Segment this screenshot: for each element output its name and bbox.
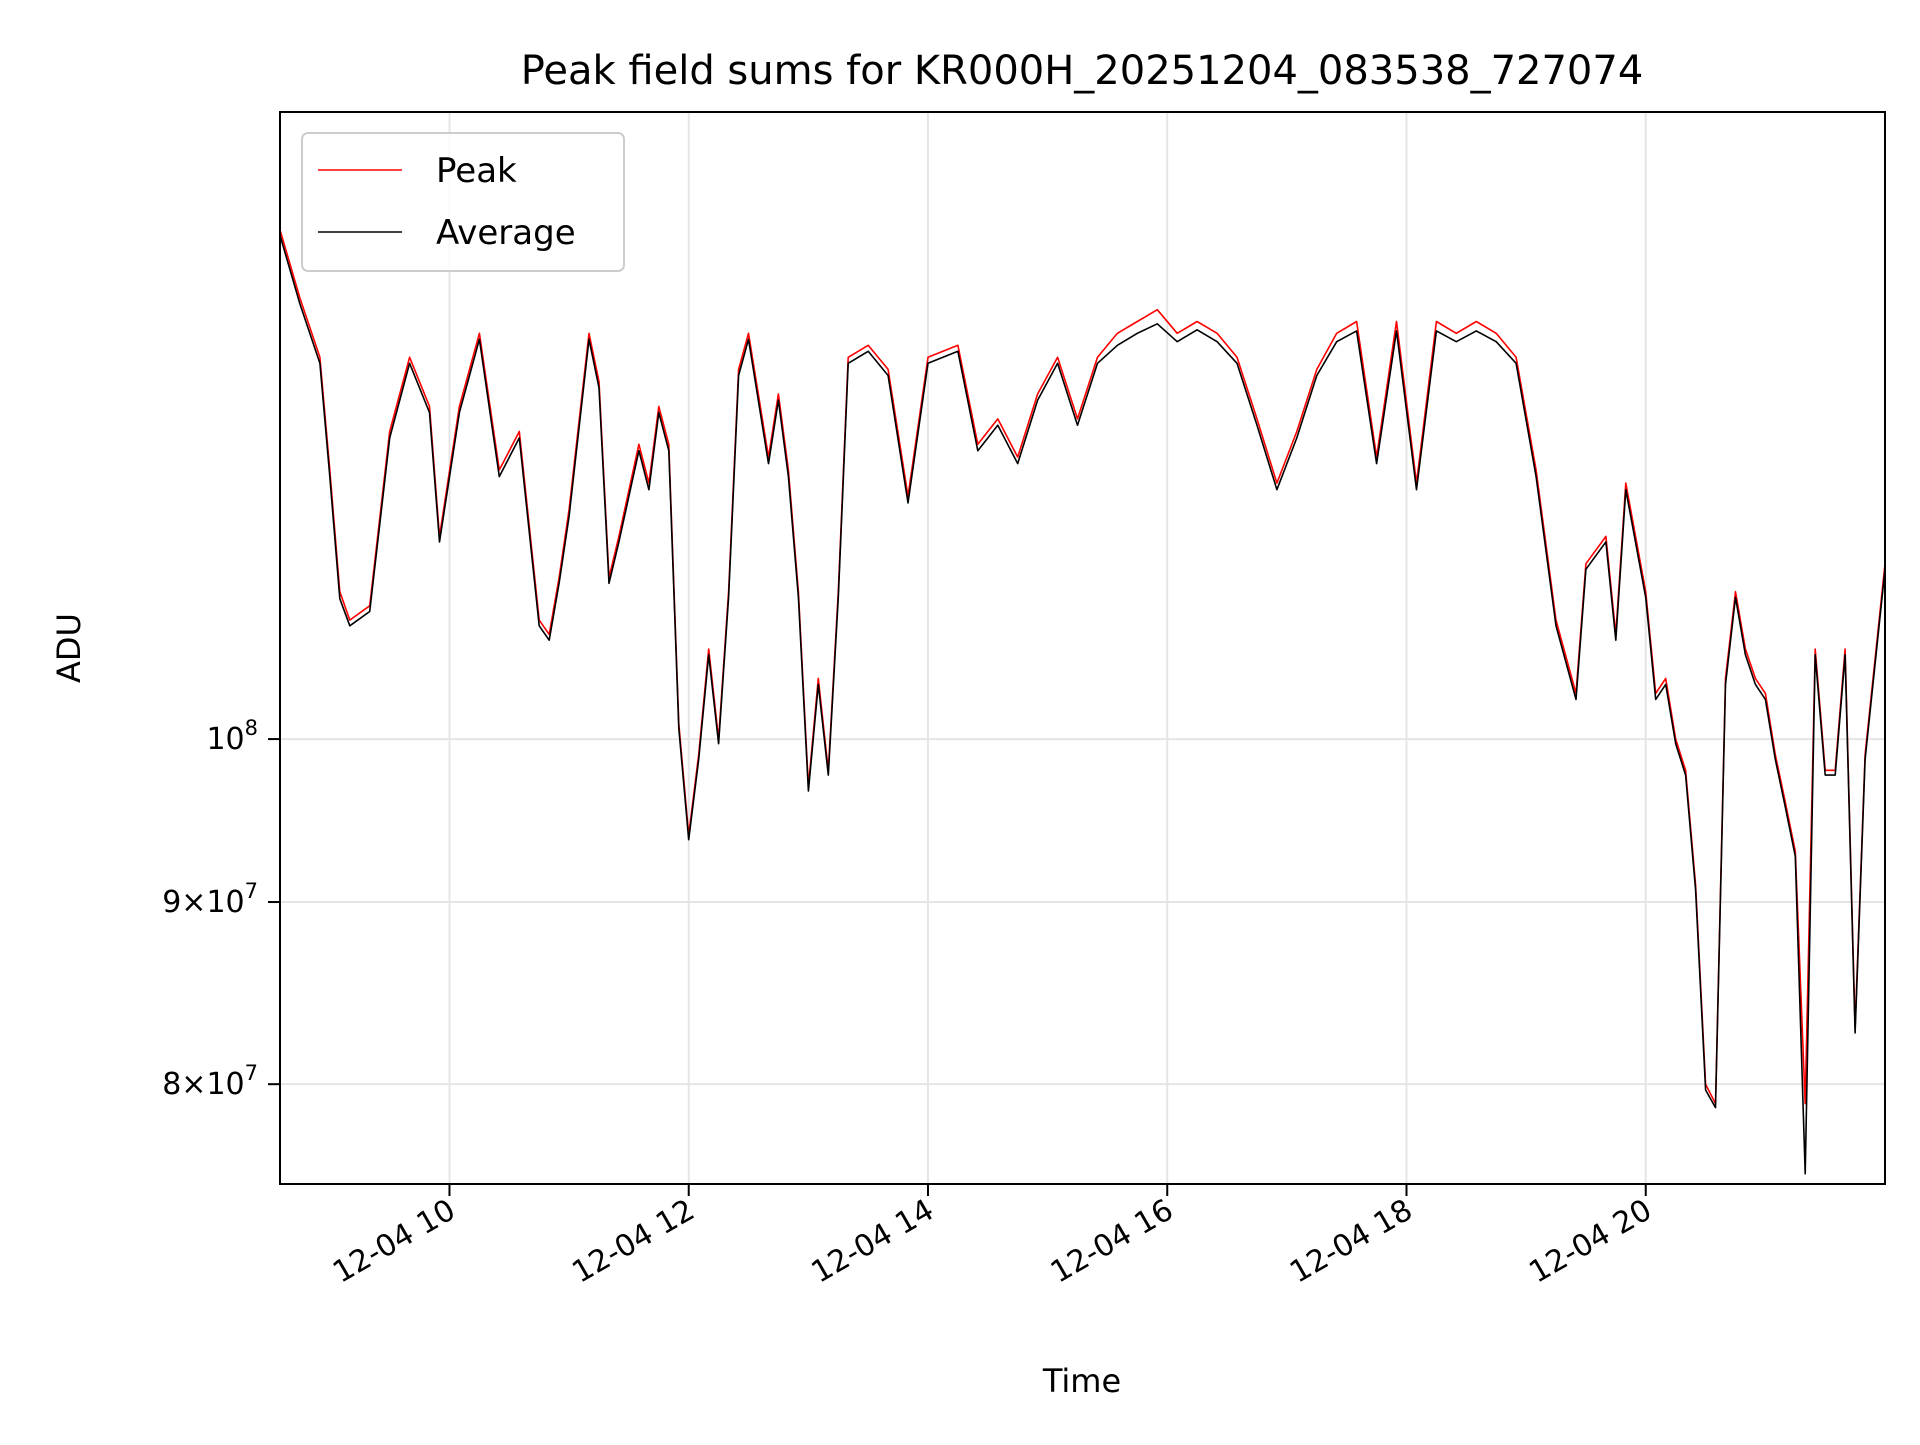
plot-frame	[279, 111, 1886, 1185]
series-line-average	[280, 235, 1885, 1175]
legend: Peak Average	[301, 132, 625, 272]
series-layer	[280, 229, 1885, 1175]
x-axis-label: Time	[1042, 1362, 1121, 1400]
y-tick-label-2: 8×107	[162, 1061, 258, 1102]
legend-label-average: Average	[436, 213, 576, 253]
legend-label-peak: Peak	[436, 151, 517, 191]
y-axis-label: ADU	[50, 613, 88, 683]
y-tick-label-1: 9×107	[162, 879, 258, 920]
grid-layer	[280, 112, 1885, 1184]
legend-box	[301, 132, 625, 272]
chart-title: Peak field sums for KR000H_20251204_0835…	[521, 48, 1644, 94]
plot-area	[280, 112, 1885, 1184]
